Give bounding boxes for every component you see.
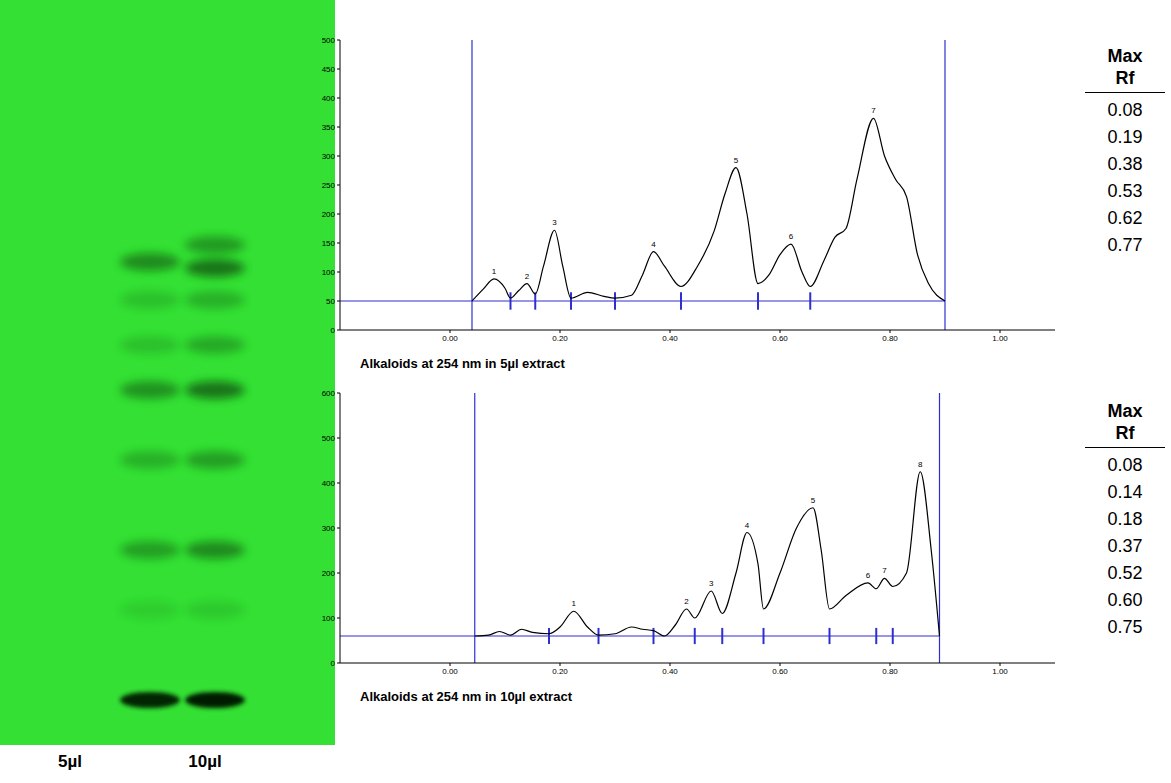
svg-text:0.80: 0.80 [882,667,898,676]
html-text:0.19: 0.19 [1107,127,1143,147]
svg-text:200: 200 [322,210,336,219]
svg-text:150: 150 [322,239,336,248]
html-text:Rf: Rf [1115,423,1135,443]
html-text:0.08: 0.08 [1107,455,1143,475]
svg-text:0: 0 [331,659,336,668]
svg-text:5: 5 [811,496,816,505]
html-text:0.38: 0.38 [1107,154,1143,174]
svg-text:7: 7 [871,106,876,115]
svg-text:2: 2 [525,272,530,281]
svg-text:200: 200 [322,569,336,578]
svg-text:50: 50 [326,297,335,306]
svg-text:300: 300 [322,524,336,533]
svg-text:600: 600 [322,389,336,398]
html-text:0.08: 0.08 [1107,100,1143,120]
svg-text:2: 2 [684,597,689,606]
html-text:Rf: Rf [1115,68,1135,88]
svg-text:0.40: 0.40 [662,667,678,676]
html-text:Max: Max [1107,401,1143,421]
svg-text:400: 400 [322,94,336,103]
svg-text:500: 500 [322,36,336,45]
svg-text:250: 250 [322,181,336,190]
svg-text:3: 3 [709,579,714,588]
html-text:Alkaloids at 254 nm in 10µl ex: Alkaloids at 254 nm in 10µl extract [360,689,572,704]
html-text:10µl: 10µl [188,752,222,771]
svg-text:4: 4 [745,521,750,530]
svg-text:0.60: 0.60 [772,667,788,676]
svg-text:300: 300 [322,152,336,161]
svg-text:0.20: 0.20 [552,334,568,343]
html-text:5µl: 5µl [58,752,82,771]
html-text:0.60: 0.60 [1107,590,1143,610]
html-text:0.62: 0.62 [1107,208,1143,228]
svg-text:400: 400 [322,479,336,488]
svg-text:100: 100 [322,614,336,623]
html-text:Alkaloids at 254 nm in 5µl ext: Alkaloids at 254 nm in 5µl extract [360,356,565,371]
svg-text:4: 4 [651,240,656,249]
svg-text:0.60: 0.60 [772,334,788,343]
svg-text:5: 5 [734,156,739,165]
svg-text:1: 1 [492,267,497,276]
svg-text:1: 1 [572,599,577,608]
svg-text:6: 6 [866,571,871,580]
svg-text:0.80: 0.80 [882,334,898,343]
html-text:0.75: 0.75 [1107,617,1143,637]
svg-text:8: 8 [918,460,923,469]
svg-text:0.00: 0.00 [442,667,458,676]
svg-text:350: 350 [322,123,336,132]
svg-text:0: 0 [331,326,336,335]
html-text:0.77: 0.77 [1107,235,1143,255]
svg-text:1.00: 1.00 [992,667,1008,676]
svg-text:0.40: 0.40 [662,334,678,343]
html-text:0.52: 0.52 [1107,563,1143,583]
svg-text:6: 6 [789,232,794,241]
html-text:Max: Max [1107,46,1143,66]
svg-text:3: 3 [552,218,557,227]
html-text:0.14: 0.14 [1107,482,1143,502]
svg-text:450: 450 [322,65,336,74]
svg-text:7: 7 [882,566,887,575]
html-text:0.53: 0.53 [1107,181,1143,201]
svg-text:1.00: 1.00 [992,334,1008,343]
svg-text:100: 100 [322,268,336,277]
html-text:0.37: 0.37 [1107,536,1143,556]
svg-text:500: 500 [322,434,336,443]
svg-text:0.20: 0.20 [552,667,568,676]
svg-text:0.00: 0.00 [442,334,458,343]
html-text:0.18: 0.18 [1107,509,1143,529]
